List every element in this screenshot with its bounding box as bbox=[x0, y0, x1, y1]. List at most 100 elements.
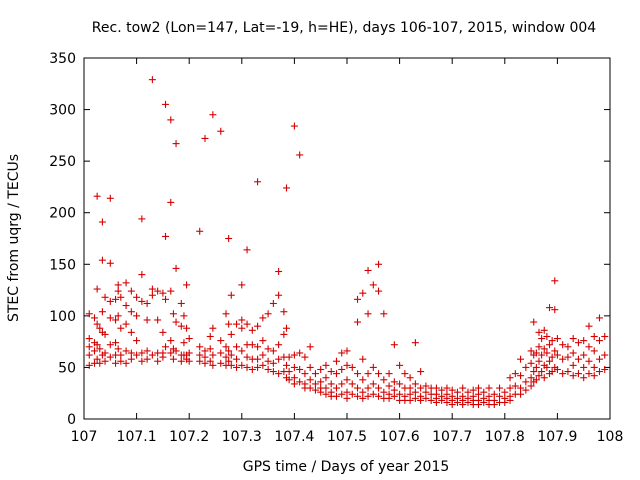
data-point bbox=[580, 363, 588, 371]
data-point bbox=[369, 390, 377, 398]
data-point bbox=[248, 365, 256, 373]
data-point bbox=[332, 357, 340, 365]
data-point bbox=[93, 192, 101, 200]
data-point bbox=[248, 326, 256, 334]
data-point bbox=[322, 390, 330, 398]
data-point bbox=[185, 349, 193, 357]
y-axis-tick-labels: 0 50 100 150 200 250 300 350 bbox=[49, 51, 76, 428]
data-point bbox=[225, 347, 233, 355]
data-point bbox=[406, 384, 414, 392]
data-point bbox=[359, 388, 367, 396]
data-point bbox=[385, 370, 393, 378]
data-point bbox=[496, 392, 504, 400]
data-point bbox=[114, 312, 122, 320]
data-point bbox=[238, 347, 246, 355]
data-point bbox=[585, 343, 593, 351]
data-point bbox=[380, 388, 388, 396]
data-point bbox=[375, 287, 383, 295]
data-point bbox=[322, 374, 330, 382]
data-point bbox=[585, 322, 593, 330]
data-point bbox=[527, 382, 535, 390]
data-point bbox=[359, 289, 367, 297]
data-point bbox=[506, 374, 514, 382]
data-point bbox=[306, 363, 314, 371]
data-point bbox=[543, 332, 551, 340]
data-point bbox=[322, 361, 330, 369]
data-point bbox=[167, 116, 175, 124]
data-point bbox=[385, 382, 393, 390]
data-point bbox=[172, 264, 180, 272]
data-point bbox=[364, 370, 372, 378]
y-tick-label: 100 bbox=[49, 309, 76, 325]
data-point bbox=[280, 330, 288, 338]
data-point bbox=[275, 355, 283, 363]
data-point bbox=[177, 299, 185, 307]
data-point bbox=[196, 351, 204, 359]
data-point bbox=[162, 295, 170, 303]
data-point bbox=[438, 396, 446, 404]
data-point bbox=[511, 370, 519, 378]
data-point bbox=[546, 341, 554, 349]
data-point bbox=[338, 380, 346, 388]
data-point bbox=[206, 345, 214, 353]
data-point bbox=[422, 394, 430, 402]
data-point bbox=[375, 384, 383, 392]
data-point bbox=[417, 384, 425, 392]
x-axis-tick-labels: 107 107.1 107.2 107.3 107.4 107.5 107.6 107.7 10… bbox=[71, 429, 624, 445]
data-point bbox=[93, 341, 101, 349]
data-point bbox=[290, 122, 298, 130]
data-point bbox=[490, 390, 498, 398]
data-point bbox=[385, 394, 393, 402]
data-point bbox=[227, 361, 235, 369]
data-point bbox=[227, 291, 235, 299]
data-point bbox=[535, 343, 543, 351]
data-point bbox=[411, 339, 419, 347]
data-point bbox=[201, 353, 209, 361]
data-point bbox=[580, 374, 588, 382]
data-point bbox=[517, 390, 525, 398]
data-point bbox=[540, 345, 548, 353]
data-point bbox=[527, 374, 535, 382]
data-point bbox=[233, 363, 241, 371]
data-point bbox=[177, 322, 185, 330]
data-point bbox=[559, 341, 567, 349]
data-point bbox=[114, 287, 122, 295]
data-point bbox=[209, 351, 217, 359]
data-point bbox=[540, 374, 548, 382]
data-point bbox=[453, 388, 461, 396]
data-point bbox=[269, 299, 277, 307]
data-point bbox=[564, 368, 572, 376]
data-point bbox=[269, 368, 277, 376]
data-point bbox=[511, 382, 519, 390]
data-point bbox=[117, 357, 125, 365]
data-point bbox=[206, 357, 214, 365]
data-point bbox=[275, 291, 283, 299]
data-point bbox=[375, 392, 383, 400]
data-point bbox=[148, 76, 156, 84]
data-point bbox=[522, 378, 530, 386]
data-point bbox=[551, 277, 559, 285]
data-point bbox=[154, 316, 162, 324]
data-point bbox=[254, 178, 262, 186]
data-point bbox=[522, 386, 530, 394]
x-tick-label: 107.8 bbox=[485, 429, 525, 445]
data-point bbox=[343, 388, 351, 396]
data-point bbox=[85, 361, 93, 369]
data-point bbox=[254, 322, 262, 330]
data-point bbox=[480, 398, 488, 406]
data-point bbox=[369, 380, 377, 388]
data-point bbox=[201, 359, 209, 367]
data-point bbox=[296, 378, 304, 386]
data-point bbox=[459, 401, 467, 409]
data-point bbox=[551, 347, 559, 355]
data-point bbox=[332, 370, 340, 378]
data-point bbox=[264, 357, 272, 365]
data-point bbox=[209, 361, 217, 369]
data-point bbox=[177, 357, 185, 365]
data-point bbox=[569, 349, 577, 357]
data-point bbox=[114, 345, 122, 353]
data-point bbox=[543, 363, 551, 371]
data-point bbox=[595, 368, 603, 376]
data-point bbox=[127, 287, 135, 295]
